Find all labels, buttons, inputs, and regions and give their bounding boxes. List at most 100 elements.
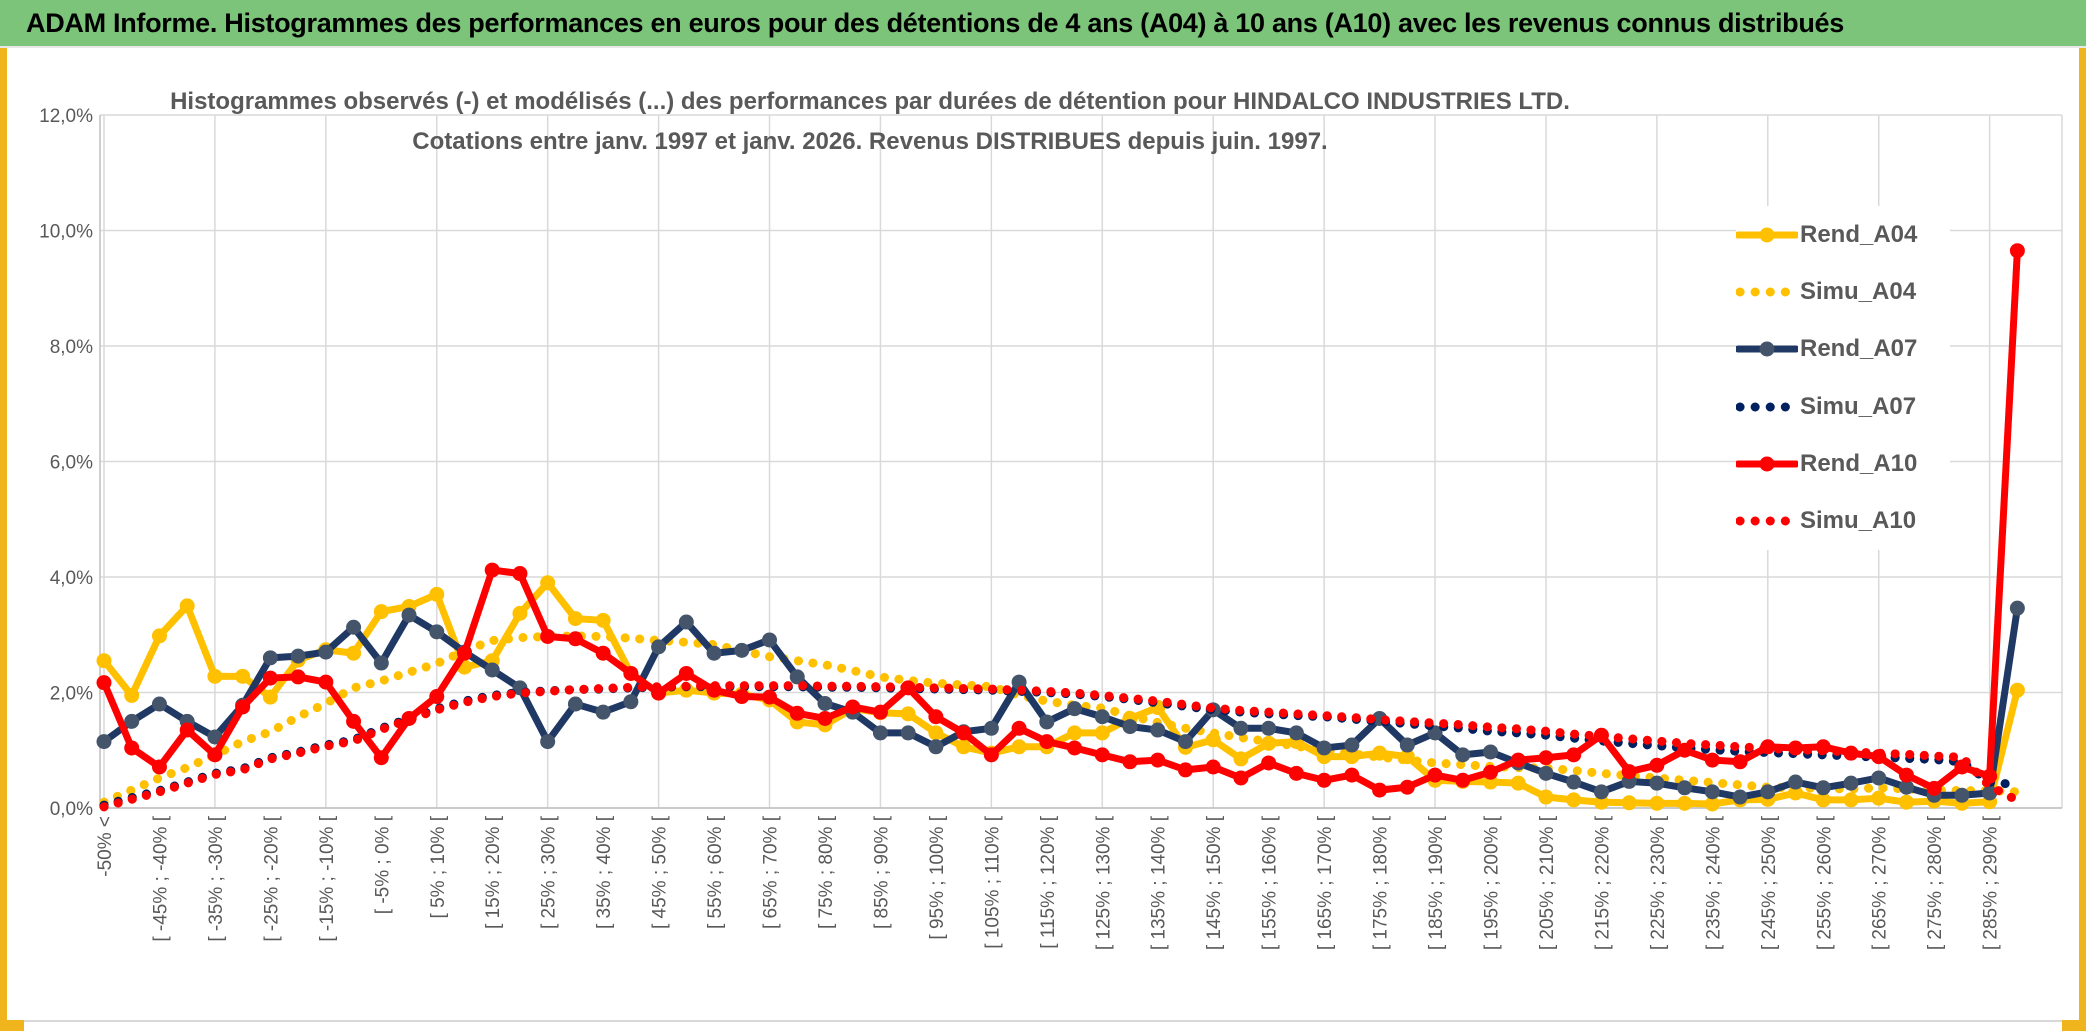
series-Rend_A10-marker [1150,752,1166,768]
series-Rend_A10-marker [1649,757,1665,773]
series-Rend_A04-line [100,579,2021,808]
legend-item-simu-a07[interactable]: Simu_A07 [1736,379,1950,435]
y-tick-label: 0,0% [50,799,93,820]
series-Rend_A07-marker [1177,734,1193,750]
series-Rend_A04-marker [346,645,362,661]
window-title: ADAM Informe. Histogrammes des performan… [26,7,1844,38]
series-Rend_A07-marker [2009,600,2025,616]
series-Rend_A04-marker [96,653,112,669]
series-Rend_A07-marker [1316,740,1332,756]
series-Rend_A10-marker [429,689,445,705]
series-Rend_A07-marker [1982,785,1998,801]
legend-item-simu-a04[interactable]: Simu_A04 [1736,264,1950,320]
series-Rend_A07-marker [1150,722,1166,738]
series-Rend_A07-marker [734,642,750,658]
series-Rend_A07-marker [1039,714,1055,730]
series-Rend_A10-marker [1510,752,1526,768]
x-tick-label: [ 75% ; 80% [ [816,815,837,929]
legend-item-rend-a10[interactable]: Rend_A10 [1736,436,1950,492]
series-Simu_A04 [99,631,2022,807]
y-tick-label: 2,0% [50,684,93,705]
series-Rend_A07-marker [1288,725,1304,741]
bottom-right-accent [2062,1020,2086,1031]
series-Rend_A10-line [100,247,2021,794]
series-Rend_A04-marker [1011,739,1027,755]
series-Rend_A10-marker [484,562,500,578]
series-Rend_A07-marker [1399,737,1415,753]
series-Rend_A04-marker [1621,795,1637,811]
series-Rend_A07-marker [1704,784,1720,800]
series-Rend_A10-marker [734,689,750,705]
series-Rend_A07-marker [1538,765,1554,781]
x-tick-label: [ 25% ; 30% [ [539,815,560,929]
x-tick-label: [ 175% ; 180% [ [1371,815,1392,950]
legend-label: Rend_A04 [1800,220,1918,248]
legend-item-rend-a07[interactable]: Rend_A07 [1736,321,1950,377]
x-tick-label: [ 195% ; 200% [ [1482,815,1503,950]
series-Rend_A04-marker [1510,775,1526,791]
series-Rend_A10-marker [595,645,611,661]
series-Rend_A07-marker [346,619,362,635]
x-tick-label: [ 235% ; 240% [ [1703,815,1724,950]
x-tick-label: [ 125% ; 130% [ [1093,815,1114,950]
x-tick-label: [ 115% ; 120% [ [1038,815,1059,948]
legend-sample-dotted-icon [1736,402,1798,412]
series-Rend_A07-marker [817,695,833,711]
legend-label: Rend_A07 [1800,335,1918,363]
series-Rend_A10-marker [262,670,278,686]
series-Rend_A10-marker [678,665,694,681]
series-Rend_A07-marker [1954,787,1970,803]
legend-label: Simu_A04 [1800,277,1917,305]
series-Rend_A10-marker [179,722,195,738]
x-tick-label: [ 255% ; 260% [ [1814,815,1835,950]
x-tick-label: [ 185% ; 190% [ [1426,815,1447,950]
series-Rend_A04 [96,575,2025,812]
series-Rend_A10-marker [1399,779,1415,795]
x-tick-label: -50% < [95,816,116,877]
x-tick-label: [ 155% ; 160% [ [1260,815,1281,950]
series-Rend_A10-marker [318,674,334,690]
legend-item-rend-a04[interactable]: Rend_A04 [1736,207,1950,263]
series-Rend_A07-marker [484,662,500,678]
series-Rend_A10-marker [1094,747,1110,763]
x-tick-label: [ 45% ; 50% [ [650,815,671,929]
x-tick-label: [ 15% ; 20% [ [483,815,504,929]
legend-item-simu-a10[interactable]: Simu_A10 [1736,493,1950,549]
series-Rend_A10-marker [151,759,167,775]
series-Rend_A07-marker [1261,720,1277,736]
series-Rend_A10-marker [1177,762,1193,778]
x-tick-label: [ -15% ; -10% [ [317,815,338,941]
y-tick-label: 4,0% [50,568,93,589]
series-Rend_A10-marker [1483,764,1498,780]
series-Rend_A10-marker [1261,755,1277,771]
legend-label: Simu_A10 [1800,507,1917,535]
series-Rend_A10-marker [1566,747,1582,763]
series-Rend_A07-marker [983,720,999,736]
series-Rend_A10-marker [1344,767,1360,783]
series-Rend_A04-marker [2009,682,2025,698]
series-Rend_A07-marker [1483,744,1498,760]
series-Rend_A10-marker [373,750,389,766]
legend-label: Rend_A10 [1800,449,1918,477]
x-axis-tick-labels: -50% < [ -45% ; -40% [[ -35% ; -30% [[ -2… [95,815,2002,950]
y-axis-tick-labels: 0,0% 2,0% 4,0% 6,0% 8,0% 10,0% 12,0% [39,106,93,820]
legend-sample-dotted-icon [1736,516,1798,526]
series-Rend_A10-marker [567,631,583,647]
series-Rend_A04-marker [235,668,251,684]
series-Rend_A07-marker [678,614,694,630]
series-Rend_A10-marker [1732,754,1748,770]
legend-sample-dotted-icon [1736,287,1798,297]
series-Rend_A10-marker [1898,767,1914,783]
series-Rend_A07-marker [1566,774,1582,790]
series-Rend_A07-marker [762,632,778,648]
series-Rend_A10-marker [928,709,944,725]
series-Rend_A10-marker [872,704,888,720]
series-Rend_A07-marker [1455,747,1471,763]
legend-sample-line-icon [1736,456,1798,472]
series-Rend_A10-marker [817,710,833,726]
window-title-bar: ADAM Informe. Histogrammes des performan… [0,0,2086,48]
series-Rend_A10-marker [789,705,805,721]
y-tick-label: 8,0% [50,337,93,358]
